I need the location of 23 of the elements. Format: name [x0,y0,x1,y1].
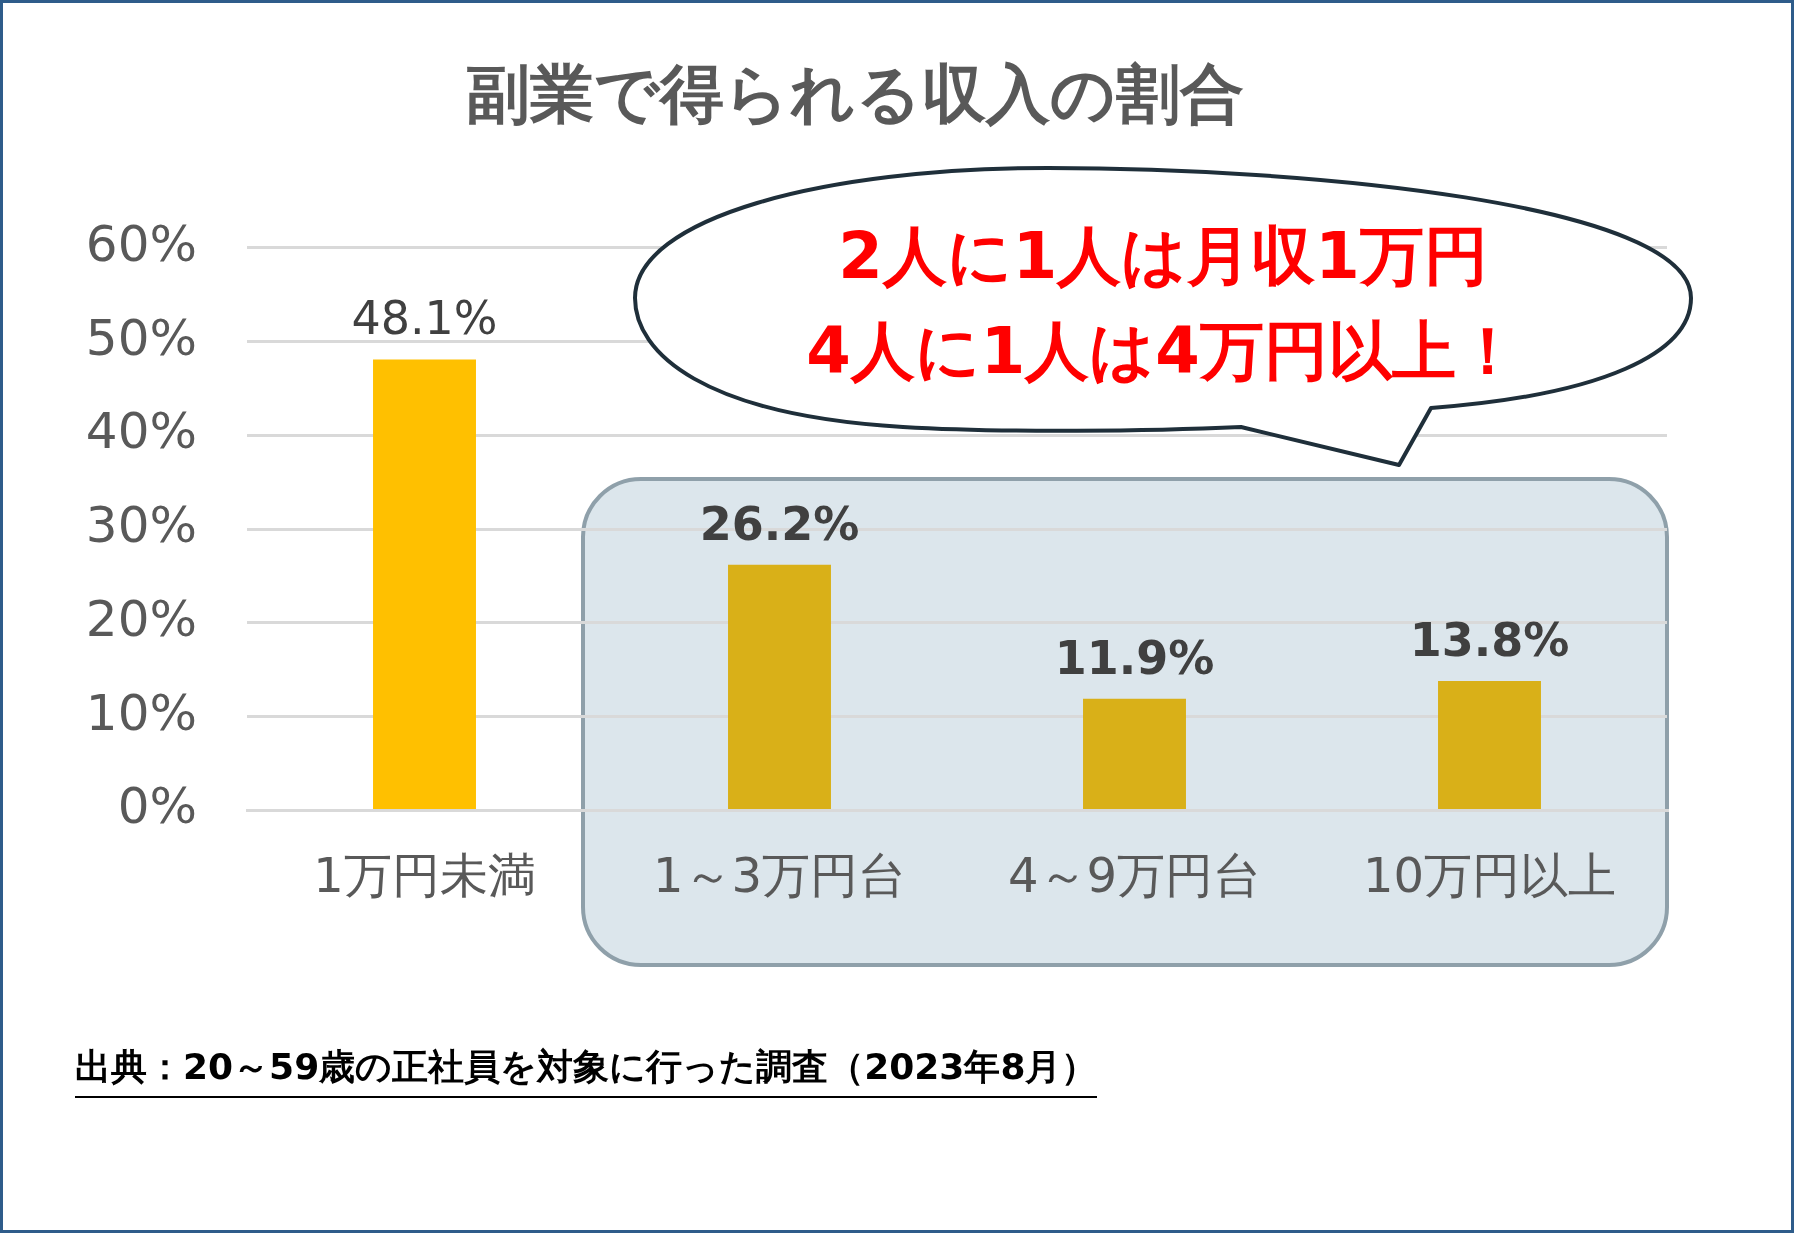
data-label: 13.8% [1409,612,1570,667]
data-label: 48.1% [351,291,498,346]
annotation: 4人に1人は4万円以上！ [805,313,1521,390]
bar [373,359,476,809]
bar [728,564,831,809]
x-tick-label: 4～9万円台 [1007,846,1262,903]
y-tick-label: 10% [85,683,197,742]
chart-title: 副業で得られる収入の割合 [466,57,1244,132]
x-tick-label: 1～3万円台 [652,846,907,903]
annotation: 2人に1人は月収1万円 [837,218,1489,295]
y-tick-label: 60% [85,214,197,273]
data-label: 11.9% [1054,630,1215,685]
data-label: 26.2% [699,496,860,551]
x-tick-label: 10万円以上 [1362,846,1617,903]
x-tick-label: 1万円未満 [313,846,536,903]
y-tick-label: 20% [85,589,197,648]
y-tick-label: 0% [117,777,197,836]
y-tick-label: 30% [85,496,197,555]
source-note: 出典：20～59歳の正社員を対象に行った調査（2023年8月） [75,1043,1098,1098]
bar [1083,698,1186,809]
bar [1438,681,1541,809]
y-tick-label: 40% [85,402,197,461]
y-tick-label: 50% [85,308,197,367]
